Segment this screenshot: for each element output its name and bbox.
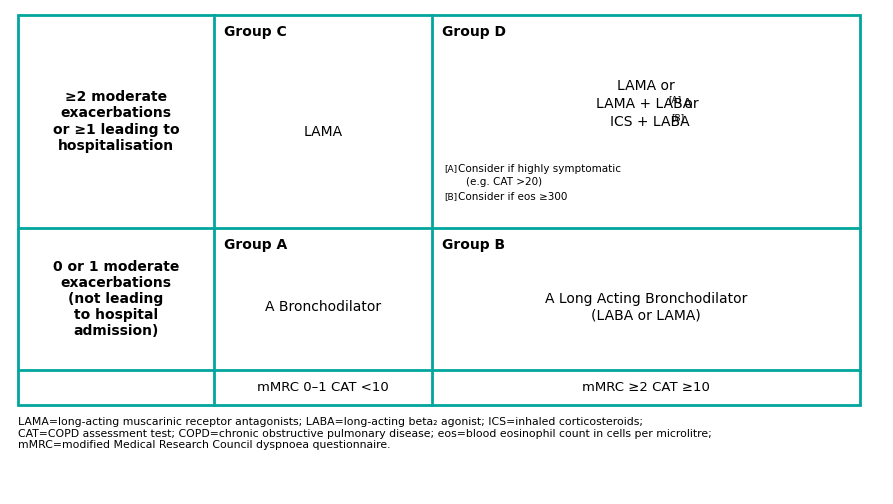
Text: [A]: [A] [669, 95, 681, 104]
Text: Consider if eos ≥300: Consider if eos ≥300 [458, 192, 567, 202]
Text: Consider if highly symptomatic: Consider if highly symptomatic [458, 164, 621, 174]
Bar [18, 15, 860, 405]
Text: LAMA + LABA: LAMA + LABA [596, 97, 692, 111]
Text: [B]: [B] [672, 113, 685, 122]
Text: LAMA or: LAMA or [617, 80, 675, 93]
Text: A Bronchodilator: A Bronchodilator [265, 300, 381, 314]
Text: Group B: Group B [442, 238, 505, 252]
Text: 0 or 1 moderate
exacerbations
(not leading
to hospital
admission): 0 or 1 moderate exacerbations (not leadi… [53, 260, 179, 338]
Text: [B]: [B] [444, 192, 457, 201]
Text: Group D: Group D [442, 25, 506, 39]
Text: mMRC ≥2 CAT ≥10: mMRC ≥2 CAT ≥10 [582, 381, 710, 394]
Text: LAMA=long-acting muscarinic receptor antagonists; LABA=long-acting beta₂ agonist: LAMA=long-acting muscarinic receptor ant… [18, 417, 712, 450]
Text: ≥2 moderate
exacerbations
or ≥1 leading to
hospitalisation: ≥2 moderate exacerbations or ≥1 leading … [53, 90, 179, 153]
Text: A Long Acting Bronchodilator
(LABA or LAMA): A Long Acting Bronchodilator (LABA or LA… [545, 292, 747, 322]
Text: mMRC 0–1 CAT <10: mMRC 0–1 CAT <10 [257, 381, 389, 394]
Text: [A]: [A] [444, 164, 457, 173]
Text: or: or [680, 97, 699, 111]
Text: ICS + LABA: ICS + LABA [610, 115, 689, 130]
Text: Group C: Group C [224, 25, 287, 39]
Text: Group A: Group A [224, 238, 288, 252]
Text: LAMA: LAMA [304, 124, 343, 139]
Text: (e.g. CAT >20): (e.g. CAT >20) [466, 177, 542, 187]
